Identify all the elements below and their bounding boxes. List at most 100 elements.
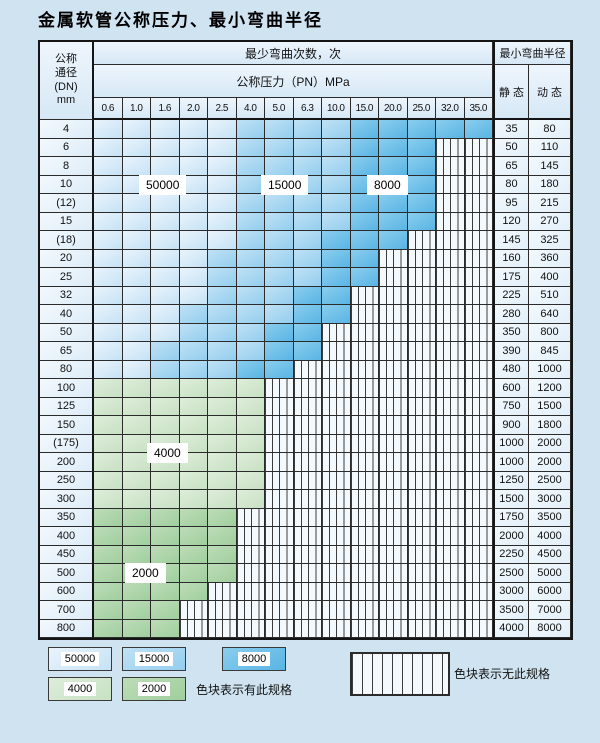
legend-label: 2000 bbox=[137, 682, 171, 696]
rating-cell bbox=[265, 490, 294, 509]
static-value: 1250 bbox=[493, 471, 529, 490]
rating-cell bbox=[94, 194, 123, 213]
rating-cell bbox=[208, 416, 237, 435]
rating-cell bbox=[464, 157, 493, 176]
rating-cell bbox=[379, 249, 408, 268]
rating-cell bbox=[151, 360, 180, 379]
rating-cell bbox=[464, 453, 493, 472]
rating-cell bbox=[379, 305, 408, 324]
dn-cell: 700 bbox=[40, 601, 94, 620]
rating-cell bbox=[265, 138, 294, 157]
dn-cell: 25 bbox=[40, 268, 94, 287]
rating-cell bbox=[350, 249, 379, 268]
rating-cell bbox=[407, 471, 436, 490]
rating-cell bbox=[94, 490, 123, 509]
rating-cell bbox=[265, 268, 294, 287]
rating-cell bbox=[151, 323, 180, 342]
rating-cell bbox=[322, 212, 351, 231]
rating-cell bbox=[322, 545, 351, 564]
rating-cell bbox=[208, 138, 237, 157]
rating-cell bbox=[265, 453, 294, 472]
page-title: 金属软管公称压力、最小弯曲半径 bbox=[38, 11, 323, 31]
rating-cell bbox=[236, 138, 265, 157]
static-value: 350 bbox=[493, 323, 529, 342]
rating-cell bbox=[379, 397, 408, 416]
rating-cell bbox=[122, 453, 151, 472]
rating-cell bbox=[94, 231, 123, 250]
radius-header: 最小弯曲半径 bbox=[493, 42, 571, 65]
rating-cell bbox=[208, 545, 237, 564]
rating-cell bbox=[464, 564, 493, 583]
static-value: 480 bbox=[493, 360, 529, 379]
rating-cell bbox=[350, 138, 379, 157]
rating-cell bbox=[436, 379, 465, 398]
rating-cell bbox=[350, 397, 379, 416]
rating-cell bbox=[407, 249, 436, 268]
cycles-header: 最少弯曲次数，次 bbox=[94, 42, 493, 65]
rating-cell bbox=[436, 545, 465, 564]
dn-cell: 4 bbox=[40, 120, 94, 139]
rating-cell bbox=[464, 231, 493, 250]
rating-cell bbox=[179, 564, 208, 583]
rating-cell bbox=[464, 249, 493, 268]
rating-cell bbox=[350, 342, 379, 361]
dn-cell: 800 bbox=[40, 619, 94, 638]
rating-cell bbox=[122, 305, 151, 324]
rating-cell bbox=[179, 360, 208, 379]
dn-cell: 20 bbox=[40, 249, 94, 268]
rating-cell bbox=[293, 212, 322, 231]
cycle-label-15000: 15000 bbox=[262, 176, 308, 194]
rating-cell bbox=[436, 601, 465, 620]
rating-cell bbox=[236, 527, 265, 546]
rating-cell bbox=[322, 286, 351, 305]
rating-cell bbox=[436, 619, 465, 638]
rating-cell bbox=[407, 527, 436, 546]
rating-cell bbox=[293, 490, 322, 509]
rating-cell bbox=[293, 397, 322, 416]
rating-cell bbox=[94, 453, 123, 472]
rating-cell bbox=[436, 527, 465, 546]
dn-cell: 500 bbox=[40, 564, 94, 583]
rating-cell bbox=[265, 305, 294, 324]
pressure-tick: 20.0 bbox=[379, 98, 408, 120]
rating-cell bbox=[464, 379, 493, 398]
pressure-tick: 0.6 bbox=[94, 98, 123, 120]
rating-cell bbox=[322, 471, 351, 490]
static-value: 2500 bbox=[493, 564, 529, 583]
dynamic-value: 215 bbox=[529, 194, 571, 213]
rating-cell bbox=[208, 601, 237, 620]
rating-cell bbox=[122, 249, 151, 268]
rating-cell bbox=[436, 471, 465, 490]
rating-cell bbox=[322, 342, 351, 361]
rating-cell bbox=[151, 212, 180, 231]
dynamic-value: 110 bbox=[529, 138, 571, 157]
rating-cell bbox=[407, 360, 436, 379]
rating-cell bbox=[265, 379, 294, 398]
rating-cell bbox=[293, 545, 322, 564]
rating-cell bbox=[265, 194, 294, 213]
dn-cell: 600 bbox=[40, 582, 94, 601]
dynamic-value: 180 bbox=[529, 175, 571, 194]
rating-cell bbox=[322, 601, 351, 620]
rating-cell bbox=[407, 175, 436, 194]
rating-cell bbox=[122, 508, 151, 527]
rating-cell bbox=[265, 157, 294, 176]
rating-cell bbox=[322, 305, 351, 324]
rating-cell bbox=[151, 268, 180, 287]
rating-cell bbox=[350, 416, 379, 435]
rating-cell bbox=[151, 231, 180, 250]
rating-cell bbox=[265, 619, 294, 638]
dynamic-value: 6000 bbox=[529, 582, 571, 601]
rating-cell bbox=[464, 545, 493, 564]
dynamic-value: 1200 bbox=[529, 379, 571, 398]
rating-cell bbox=[265, 545, 294, 564]
rating-cell bbox=[464, 619, 493, 638]
rating-cell bbox=[236, 434, 265, 453]
rating-cell bbox=[151, 416, 180, 435]
rating-cell bbox=[436, 305, 465, 324]
rating-cell bbox=[322, 268, 351, 287]
rating-cell bbox=[350, 545, 379, 564]
static-value: 145 bbox=[493, 231, 529, 250]
static-header: 静 态 bbox=[493, 65, 529, 120]
static-value: 2250 bbox=[493, 545, 529, 564]
